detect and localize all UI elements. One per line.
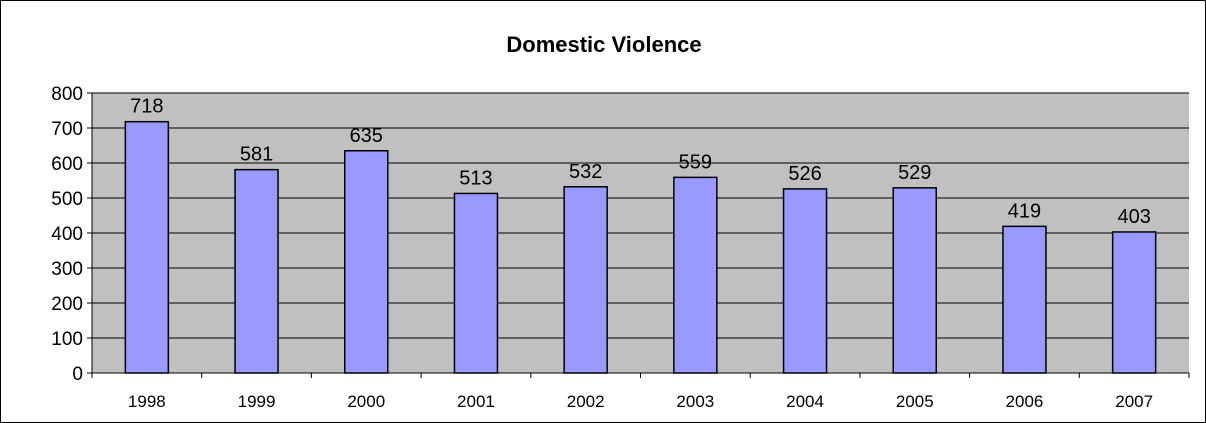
bar	[344, 150, 389, 374]
data-label: 513	[459, 167, 492, 189]
data-label: 419	[1008, 200, 1041, 222]
bar	[124, 120, 170, 374]
bar	[1111, 231, 1157, 374]
data-label: 529	[898, 162, 931, 184]
data-label: 559	[679, 151, 712, 173]
y-tick-label: 100	[51, 329, 83, 350]
y-tick-label: 400	[51, 224, 83, 245]
y-tick-label: 500	[51, 189, 83, 210]
bar	[1002, 225, 1047, 374]
data-label: 526	[788, 163, 821, 185]
y-tick-label: 200	[51, 294, 83, 315]
bar	[453, 192, 499, 374]
x-tick-label: 2005	[896, 392, 934, 411]
y-tick-label: 300	[51, 259, 83, 280]
y-tick-label: 600	[51, 154, 83, 175]
y-tick-label: 700	[51, 119, 83, 140]
x-tick-label: 2007	[1115, 392, 1153, 411]
bar	[563, 186, 608, 374]
bar	[234, 168, 279, 374]
x-tick-label: 1999	[238, 392, 276, 411]
bar	[892, 187, 937, 374]
bar	[782, 188, 828, 374]
x-tick-label: 2006	[1006, 392, 1044, 411]
x-tick-label: 2002	[567, 392, 605, 411]
x-tick-label: 2003	[676, 392, 714, 411]
x-tick-label: 2004	[786, 392, 824, 411]
y-tick-label: 800	[51, 84, 83, 105]
data-label: 581	[240, 144, 273, 166]
data-label: 403	[1117, 206, 1150, 228]
plot-area: 0 100 200 300 400 500 600 700 800 718 581 635 513 532…	[51, 84, 1190, 411]
bar	[673, 176, 718, 374]
data-label: 635	[350, 125, 383, 147]
chart-title: Domestic Violence	[506, 32, 701, 57]
x-tick-label: 2001	[457, 392, 495, 411]
x-tick-label: 1998	[128, 392, 166, 411]
data-label: 718	[130, 96, 163, 118]
data-label: 532	[569, 161, 602, 183]
x-tick-label: 2000	[347, 392, 385, 411]
y-tick-label: 0	[72, 364, 83, 385]
